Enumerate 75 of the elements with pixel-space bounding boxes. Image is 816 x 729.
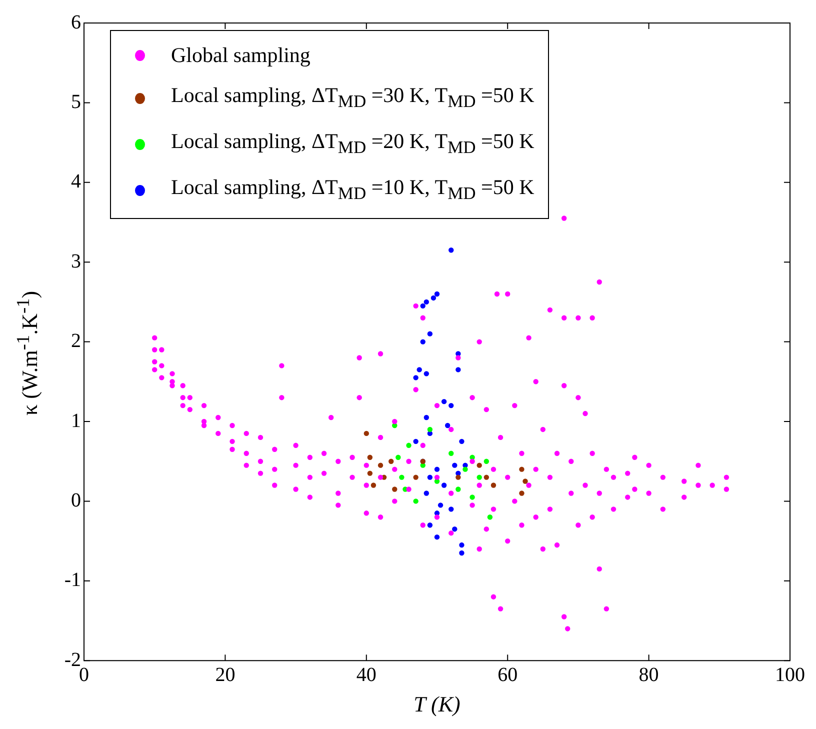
- point: [484, 474, 490, 480]
- legend-label: Local sampling, ΔT$_{MD}$ =10 K, T$_{MD}$ =50 K: [171, 174, 534, 206]
- point: [484, 458, 490, 464]
- point: [430, 295, 436, 301]
- point: [424, 299, 430, 305]
- point: [427, 474, 433, 480]
- y-tick-label: 1: [71, 410, 81, 432]
- point: [456, 367, 461, 372]
- point: [367, 454, 373, 460]
- point: [420, 303, 426, 309]
- x-tick-label: 80: [638, 664, 659, 686]
- point: [519, 466, 524, 472]
- x-tick-label: 100: [775, 664, 805, 686]
- point: [487, 514, 493, 520]
- x-tick-label: 40: [356, 664, 376, 686]
- y-tick-label: 5: [71, 90, 81, 113]
- point: [427, 331, 433, 336]
- point: [434, 534, 440, 540]
- point: [448, 506, 454, 512]
- point: [416, 367, 422, 372]
- point: [490, 482, 496, 488]
- point: [441, 398, 447, 404]
- point: [434, 466, 440, 472]
- point: [406, 442, 412, 448]
- point: [452, 462, 458, 468]
- point: [413, 438, 418, 444]
- point: [367, 470, 373, 476]
- y-tick-label: 4: [71, 170, 81, 193]
- point: [459, 550, 464, 556]
- point: [452, 526, 458, 532]
- y-tick-label: -1: [64, 569, 81, 592]
- legend-label: Local sampling, ΔT$_{MD}$ =20 K, T$_{MD}$ =50 K: [171, 128, 534, 160]
- point: [392, 486, 398, 492]
- y-tick-label: 0: [71, 489, 81, 512]
- legend-label: Global sampling: [171, 42, 310, 69]
- point: [413, 498, 418, 504]
- point: [424, 490, 430, 496]
- point: [462, 466, 468, 472]
- point: [519, 490, 524, 496]
- point: [448, 248, 454, 253]
- point: [441, 482, 447, 488]
- point: [378, 462, 384, 468]
- y-tick-label: 6: [71, 11, 81, 34]
- point: [448, 450, 454, 456]
- point: [370, 482, 376, 488]
- legend-label: Local sampling, ΔT$_{MD}$ =30 K, T$_{MD}$ =50 K: [171, 82, 534, 114]
- point: [459, 438, 464, 444]
- x-tick-label: 20: [215, 664, 236, 686]
- x-tick-label: 60: [498, 664, 518, 686]
- point: [420, 339, 426, 344]
- point: [476, 474, 482, 480]
- point: [444, 422, 450, 428]
- point: [438, 502, 444, 508]
- point: [413, 375, 418, 380]
- point: [396, 454, 401, 460]
- point: [427, 522, 433, 528]
- point: [364, 430, 369, 436]
- point: [522, 478, 528, 484]
- point: [470, 494, 475, 500]
- y-tick-label: 2: [71, 330, 81, 352]
- x-axis-title: T (K): [414, 692, 460, 717]
- point: [427, 426, 433, 432]
- point: [456, 474, 461, 480]
- point: [413, 474, 418, 480]
- point: [456, 486, 461, 492]
- point: [424, 414, 430, 420]
- point: [459, 542, 464, 548]
- y-tick-label: -2: [64, 648, 81, 671]
- point: [448, 402, 454, 408]
- point: [388, 458, 394, 464]
- point: [476, 462, 482, 468]
- point: [424, 371, 430, 376]
- y-tick-label: 3: [71, 250, 81, 272]
- point: [399, 474, 404, 480]
- point: [434, 291, 440, 297]
